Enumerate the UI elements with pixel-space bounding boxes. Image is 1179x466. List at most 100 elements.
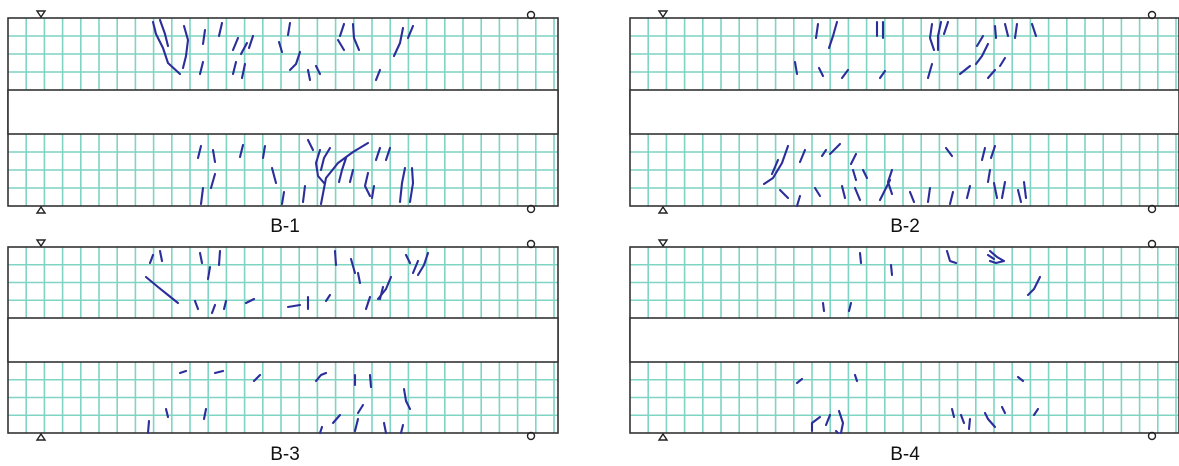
crack-line <box>974 42 990 66</box>
crack-line <box>199 186 205 206</box>
crack-line <box>944 146 954 158</box>
crack-line <box>286 21 292 37</box>
crack-line <box>813 186 822 198</box>
crack-line <box>356 271 362 285</box>
crack-line <box>356 403 365 415</box>
crack-line <box>840 184 847 200</box>
crack-line <box>306 138 315 152</box>
crack-line <box>983 411 997 429</box>
crack-line <box>333 249 338 267</box>
crack-line <box>908 190 916 204</box>
crack-line <box>318 425 324 435</box>
panel-label-b3: B-3 <box>270 444 300 465</box>
crack-line <box>820 148 828 158</box>
crack-line <box>353 417 360 433</box>
crack-line <box>196 144 203 160</box>
specimen-panel-2 <box>629 10 1179 214</box>
crack-line <box>324 293 332 303</box>
crack-line <box>306 68 312 82</box>
crack-line <box>158 18 170 48</box>
crack-line <box>853 373 859 383</box>
crack-line <box>988 249 1006 265</box>
crack-line <box>209 172 217 190</box>
specimen-panel-3 <box>7 239 559 441</box>
crack-line <box>210 303 217 315</box>
crack-line <box>828 142 842 156</box>
crack-line <box>817 66 825 78</box>
crack-line <box>349 257 357 275</box>
grid <box>630 247 1179 433</box>
roller-circle-icon <box>1147 239 1157 249</box>
crack-line <box>146 419 151 435</box>
crack-line <box>795 377 804 385</box>
crack-line <box>770 158 780 176</box>
crack-line <box>878 69 887 80</box>
crack-line <box>314 371 328 383</box>
crack-line <box>965 184 972 200</box>
crack-line <box>148 253 155 265</box>
crack-line <box>416 251 430 277</box>
triangle-support-icon <box>657 205 669 214</box>
crack-line <box>201 28 207 46</box>
crack-line <box>406 24 415 40</box>
crack-line <box>231 60 238 76</box>
roller-circle-icon <box>1147 204 1157 214</box>
crack-line <box>936 20 943 52</box>
crack-line <box>399 423 405 435</box>
crack-line <box>958 64 972 76</box>
crack-line <box>301 184 307 204</box>
crack-line <box>244 297 256 305</box>
crack-line <box>986 253 996 261</box>
crack-line <box>928 22 936 52</box>
crack-line <box>211 148 217 164</box>
crack-line <box>945 249 958 265</box>
crack-line <box>336 38 346 52</box>
crack-line <box>164 407 170 419</box>
crack-line <box>348 168 355 184</box>
crack-line <box>861 168 869 180</box>
grid <box>630 18 1179 206</box>
crack-line <box>926 62 934 80</box>
crack-line <box>158 249 164 263</box>
cracks <box>762 20 1038 208</box>
crack-line <box>314 64 322 76</box>
crack-line <box>889 263 894 277</box>
crack-line <box>392 26 405 58</box>
crack-line <box>193 299 200 311</box>
crack-line <box>975 34 985 48</box>
crack-line <box>206 265 212 281</box>
triangle-support-icon <box>657 239 669 248</box>
roller-circle-icon <box>526 239 536 249</box>
cracks <box>795 249 1042 435</box>
crack-line <box>1032 407 1040 417</box>
triangle-support-icon <box>35 239 47 248</box>
crack-line <box>950 407 956 419</box>
crack-line <box>408 166 415 204</box>
crack-line <box>398 166 407 204</box>
crack-line <box>364 295 372 311</box>
crack-line <box>217 249 222 267</box>
crack-line <box>404 253 412 265</box>
crack-line <box>853 186 862 202</box>
panel-label-b1: B-1 <box>270 216 300 237</box>
crack-line <box>247 34 255 50</box>
crack-line <box>1030 22 1038 38</box>
crack-line <box>376 275 393 301</box>
crack-line <box>411 259 420 275</box>
roller-circle-icon <box>526 204 536 214</box>
crack-line <box>231 36 240 52</box>
crack-line <box>1016 375 1025 383</box>
panel-label-b4: B-4 <box>890 444 920 465</box>
crack-line <box>1016 188 1023 204</box>
crack-line <box>351 22 361 52</box>
crack-line <box>239 41 249 56</box>
triangle-support-icon <box>35 205 47 214</box>
roller-circle-icon <box>526 431 536 441</box>
crack-line <box>849 152 858 166</box>
crack-line <box>402 387 412 411</box>
cracks <box>151 18 415 206</box>
crack-line <box>374 68 382 82</box>
crack-line <box>240 62 247 80</box>
crack-line <box>1003 22 1010 38</box>
